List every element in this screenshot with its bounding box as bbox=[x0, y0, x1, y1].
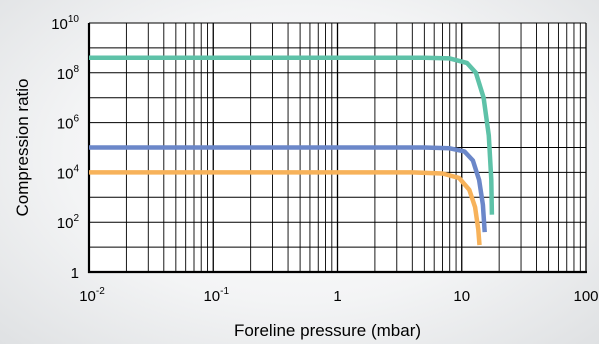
y-tick-label: 102 bbox=[57, 213, 80, 232]
x-tick-label: 1 bbox=[333, 288, 341, 305]
series-lines bbox=[89, 55, 495, 246]
series-line-3 bbox=[89, 170, 482, 246]
x-tick-labels: 10-2 10-1 1 10 100 bbox=[79, 286, 598, 305]
x-axis-label: Foreline pressure (mbar) bbox=[234, 321, 421, 340]
y-tick-label: 108 bbox=[57, 64, 80, 83]
y-axis-label: Compression ratio bbox=[13, 79, 32, 217]
y-tick-labels: 1 102 104 106 108 1010 bbox=[51, 14, 79, 282]
y-tick-label: 106 bbox=[57, 114, 80, 133]
x-tick-label: 100 bbox=[573, 288, 598, 305]
x-tick-label: 10 bbox=[453, 288, 470, 305]
series-line-2 bbox=[89, 145, 487, 233]
y-tick-label: 104 bbox=[57, 163, 80, 182]
series-line-1 bbox=[89, 55, 495, 215]
x-tick-label: 10-2 bbox=[79, 286, 105, 305]
x-tick-label: 10-1 bbox=[203, 286, 229, 305]
y-tick-label: 1010 bbox=[51, 14, 79, 33]
y-tick-label: 1 bbox=[71, 265, 79, 282]
